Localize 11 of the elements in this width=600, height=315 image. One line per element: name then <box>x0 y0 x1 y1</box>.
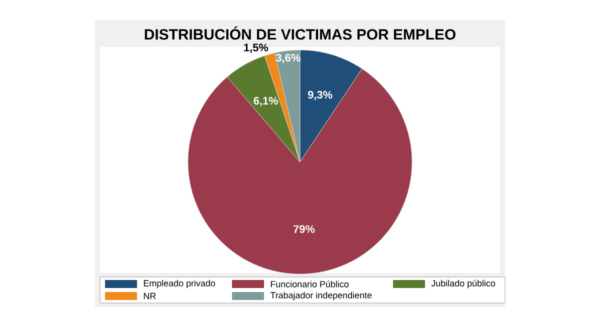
legend-label: NR <box>144 292 156 300</box>
legend-label: Funcionario Público <box>270 280 349 288</box>
chart-title: DISTRIBUCIÓN DE VICTIMAS POR EMPLEO <box>144 26 456 40</box>
data-label: 9,3% <box>308 90 332 100</box>
legend-label: Trabajador independiente <box>270 292 372 300</box>
data-label: 79% <box>294 225 315 233</box>
data-label: 1,5% <box>244 44 268 54</box>
legend-label: Empleado privado <box>144 280 216 288</box>
data-label: 6,1% <box>254 96 278 106</box>
data-label: 3,6% <box>276 54 300 64</box>
legend-label: Jubilado público <box>431 280 496 288</box>
